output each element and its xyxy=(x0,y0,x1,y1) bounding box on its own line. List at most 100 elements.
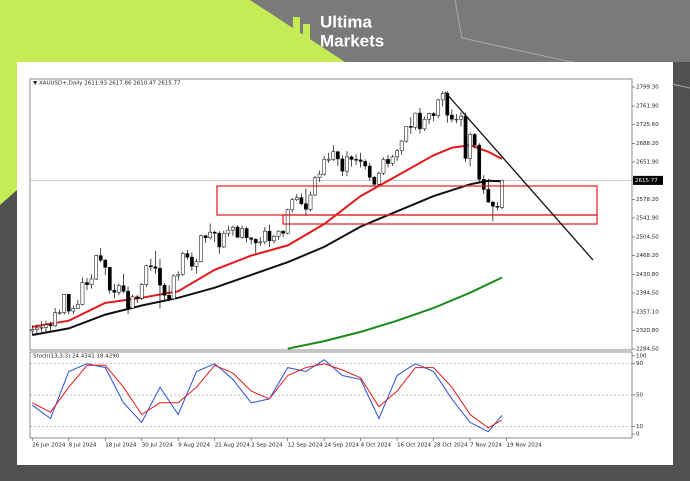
candle-body xyxy=(34,327,39,330)
candle-body xyxy=(107,267,112,291)
candle-body xyxy=(231,226,235,231)
price-tag-label: 2615.77 xyxy=(635,178,658,184)
x-tick-label: 4 Oct 2024 xyxy=(361,443,392,449)
candle-body xyxy=(290,199,295,211)
candle-body xyxy=(44,324,48,328)
y-tick-label: 2284.50 xyxy=(636,346,659,352)
y-tick-label: 2320.80 xyxy=(636,328,659,334)
x-tick-label: 2 Sep 2024 xyxy=(251,443,283,449)
candle-body xyxy=(418,112,422,130)
accent-shape xyxy=(0,62,17,205)
candle-body xyxy=(340,158,345,172)
zone-box xyxy=(282,214,598,225)
y-tick-label: 2578.20 xyxy=(636,197,659,203)
logo-mark xyxy=(293,17,300,39)
candle-body xyxy=(299,197,304,204)
x-tick-label: 18 Jul 2024 xyxy=(105,443,137,449)
candle-body xyxy=(331,151,336,160)
accent-shape xyxy=(0,0,345,62)
moving-average xyxy=(287,276,503,350)
moving-average xyxy=(32,179,503,336)
candle-body xyxy=(190,256,194,267)
candle-body xyxy=(144,265,149,285)
candle-body xyxy=(48,324,53,327)
candle-body xyxy=(112,289,117,293)
y-tick-label: 2468.20 xyxy=(636,253,659,259)
x-tick-label: 8 Jul 2024 xyxy=(69,443,97,449)
candle-body xyxy=(399,140,404,152)
y-tick-label: 50 xyxy=(636,393,643,399)
x-tick-label: 26 Jun 2024 xyxy=(32,443,66,449)
candle-body xyxy=(477,144,482,180)
y-tick-label: 0 xyxy=(636,432,640,438)
candle-body xyxy=(258,241,263,244)
candle-body xyxy=(445,92,450,116)
candle-body xyxy=(249,237,254,240)
candle-body xyxy=(386,159,390,164)
candle-body xyxy=(486,189,491,203)
candle-body xyxy=(217,232,222,248)
candle-body xyxy=(404,126,409,142)
candle-body xyxy=(130,296,135,309)
candle-body xyxy=(285,209,290,234)
y-tick-label: 2504.50 xyxy=(636,235,659,241)
candle-body xyxy=(80,282,85,305)
candle-body xyxy=(413,112,418,128)
candle-body xyxy=(276,230,281,237)
candle-body xyxy=(267,230,272,242)
y-tick-label: 100 xyxy=(636,353,647,359)
candle-body xyxy=(281,230,285,234)
stoch-header: Stoch(13,3,3) 24.4341 18.4290 xyxy=(33,354,120,360)
candle-body xyxy=(199,235,203,262)
candle-body xyxy=(454,118,459,121)
candle-body xyxy=(427,113,431,120)
candle-body xyxy=(244,228,249,239)
candle-body xyxy=(103,259,108,268)
candle-body xyxy=(372,176,377,185)
candle-body xyxy=(76,304,80,309)
candle-body xyxy=(30,329,35,332)
x-tick-label: 24 Sep 2024 xyxy=(324,443,359,449)
candle-body xyxy=(495,205,500,208)
chart-frame xyxy=(17,62,673,465)
y-tick-label: 2357.10 xyxy=(636,310,659,316)
candle-body xyxy=(62,294,67,313)
candle-body xyxy=(345,156,349,172)
candle-body xyxy=(459,115,463,120)
candle-body xyxy=(272,236,276,242)
candle-body xyxy=(308,194,313,210)
candle-body xyxy=(440,92,445,101)
candle-body xyxy=(66,294,71,312)
candle-body xyxy=(395,150,399,158)
candle-body xyxy=(294,197,299,200)
candle-body xyxy=(354,159,358,161)
candle-body xyxy=(98,255,103,261)
x-tick-label: 21 Aug 2024 xyxy=(215,443,251,449)
x-tick-label: 30 Jul 2024 xyxy=(142,443,174,449)
candle-body xyxy=(158,268,162,286)
candle-body xyxy=(57,312,62,314)
candle-body xyxy=(367,165,372,178)
y-tick-label: 2430.80 xyxy=(636,272,659,278)
candle-body xyxy=(263,230,267,243)
candle-body xyxy=(436,99,441,116)
candle-body xyxy=(481,179,486,190)
candle-body xyxy=(121,285,126,292)
candle-body xyxy=(408,126,413,128)
candle-body xyxy=(117,285,121,293)
candle-body xyxy=(491,201,495,207)
y-tick-label: 10 xyxy=(636,424,643,430)
trend-line xyxy=(444,91,594,261)
candle-body xyxy=(94,255,98,280)
candle-body xyxy=(185,253,190,258)
candle-body xyxy=(139,284,144,299)
logo-text: Markets xyxy=(320,31,384,50)
price-tag xyxy=(633,175,663,185)
candle-body xyxy=(71,308,76,312)
y-tick-label: 2725.60 xyxy=(636,122,659,128)
candle-body xyxy=(226,229,231,234)
candle-body xyxy=(180,253,185,275)
x-tick-label: 16 Oct 2024 xyxy=(397,443,432,449)
candle-body xyxy=(171,275,176,300)
stoch-line xyxy=(32,363,503,429)
